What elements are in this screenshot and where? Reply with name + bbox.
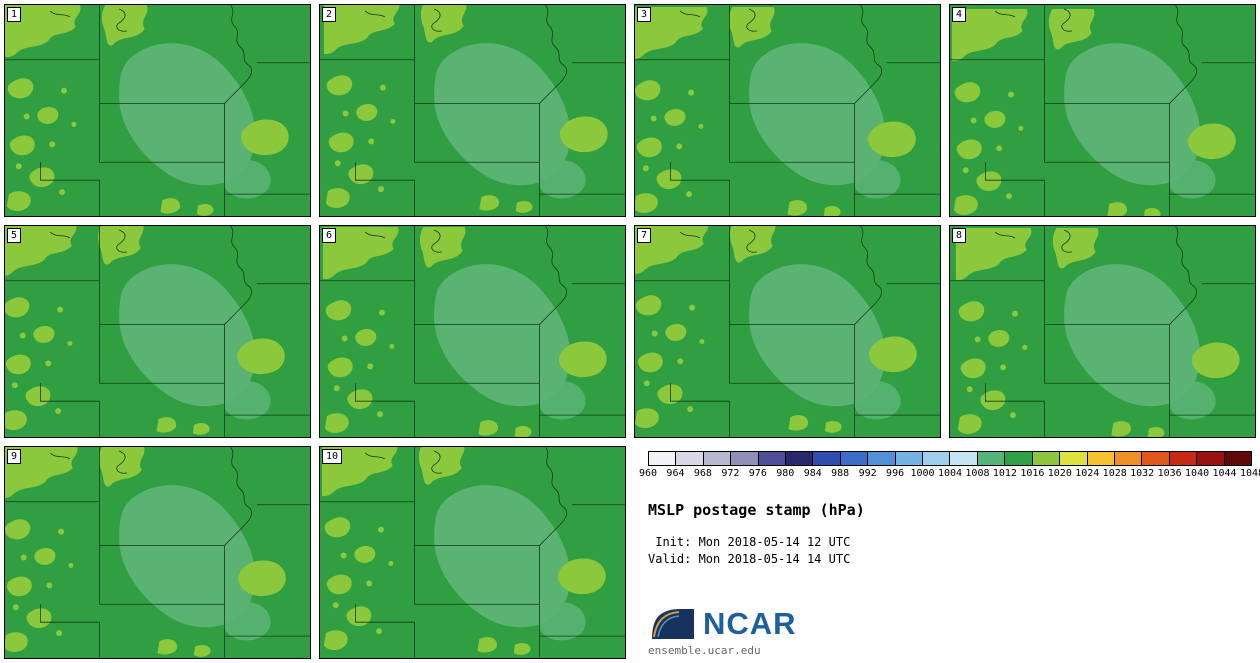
member-number-label: 7 <box>637 228 652 243</box>
colorbar-tick-label: 964 <box>666 468 685 479</box>
colorbar-segment <box>977 452 1006 465</box>
colorbar-tick-label: 1048 <box>1239 468 1260 479</box>
colorbar-segment <box>1224 452 1251 465</box>
member-number-label: 4 <box>952 7 967 22</box>
colorbar-segment <box>1169 452 1198 465</box>
colorbar: 960 964 968 972 976 980 984 988 992 996 1000 1004 10… <box>639 451 1260 481</box>
colorbar-tick-label: 1004 <box>937 468 963 479</box>
colorbar-segment <box>868 452 896 465</box>
colorbar-segment <box>649 452 677 465</box>
colorbar-tick-label: 1008 <box>965 468 990 479</box>
member-number-label: 8 <box>952 228 967 243</box>
colorbar-segment <box>950 452 978 465</box>
colorbar-tick-label: 1012 <box>992 468 1017 479</box>
mslp-map <box>320 447 625 658</box>
valid-time-label: Valid: Mon 2018-05-14 14 UTC <box>648 552 851 566</box>
member-number-label: 1 <box>7 7 22 22</box>
colorbar-segment <box>731 452 759 465</box>
branding-block: NCAR ensemble.ucar.edu <box>648 606 1256 657</box>
colorbar-segment <box>1197 452 1225 465</box>
colorbar-segment <box>923 452 951 465</box>
colorbar-segment <box>676 452 704 465</box>
member-number-label: 5 <box>7 228 22 243</box>
colorbar-tick-label: 988 <box>831 468 850 479</box>
colorbar-segment <box>758 452 787 465</box>
ncar-logo-icon <box>652 609 694 639</box>
site-url-label: ensemble.ucar.edu <box>648 644 761 657</box>
colorbar-segment <box>786 452 814 465</box>
mslp-map <box>5 447 310 658</box>
member-number-label: 6 <box>322 228 337 243</box>
colorbar-tick-label: 1032 <box>1130 468 1155 479</box>
mslp-map <box>5 226 310 437</box>
mslp-map <box>950 226 1255 437</box>
colorbar-tick-label: 1016 <box>1020 468 1045 479</box>
colorbar-tick-label: 1028 <box>1102 468 1127 479</box>
ensemble-member-panel: 4 <box>949 4 1256 217</box>
member-number-label: 2 <box>322 7 337 22</box>
ensemble-member-panel: 2 <box>319 4 626 217</box>
colorbar-tick-label: 972 <box>721 468 740 479</box>
ncar-wordmark: NCAR <box>703 606 797 641</box>
mslp-map <box>320 5 625 216</box>
colorbar-segment <box>1060 452 1088 465</box>
init-time-label: Init: Mon 2018-05-14 12 UTC <box>648 535 851 549</box>
colorbar-tick-label: 992 <box>858 468 877 479</box>
colorbar-segment <box>1032 452 1061 465</box>
mslp-map <box>320 226 625 437</box>
figure-title: MSLP postage stamp (hPa) <box>648 501 865 519</box>
colorbar-segment <box>813 452 841 465</box>
colorbar-tick-label: 1024 <box>1075 468 1100 479</box>
colorbar-segment <box>1005 452 1033 465</box>
colorbar-segment <box>1142 452 1170 465</box>
legend-panel: 960 964 968 972 976 980 984 988 992 996 1000 1004 10… <box>634 446 1260 659</box>
colorbar-tick-label: 1036 <box>1157 468 1182 479</box>
colorbar-tick-label: 1000 <box>910 468 935 479</box>
colorbar-tick-label: 960 <box>638 468 658 479</box>
ensemble-member-panel: 10 <box>319 446 626 659</box>
colorbar-tick-label: 996 <box>886 468 905 479</box>
colorbar-tick-label: 968 <box>693 468 712 479</box>
ensemble-member-panel: 8 <box>949 225 1256 438</box>
colorbar-tick-label: 1020 <box>1047 468 1072 479</box>
colorbar-segment <box>895 452 924 465</box>
colorbar-segment <box>840 452 869 465</box>
colorbar-segment <box>1114 452 1143 465</box>
member-number-label: 10 <box>322 449 343 464</box>
mslp-map <box>950 5 1255 216</box>
colorbar-segment <box>703 452 732 465</box>
member-number-label: 9 <box>7 449 22 464</box>
member-number-label: 3 <box>637 7 652 22</box>
colorbar-tick-label: 980 <box>776 468 795 479</box>
colorbar-segment <box>1087 452 1115 465</box>
ensemble-member-panel: 1 <box>4 4 311 217</box>
mslp-map <box>635 226 940 437</box>
ensemble-member-panel: 7 <box>634 225 941 438</box>
colorbar-segments <box>648 451 1252 466</box>
ensemble-member-panel: 3 <box>634 4 941 217</box>
mslp-map <box>5 5 310 216</box>
colorbar-tick-label: 976 <box>748 468 767 479</box>
mslp-map <box>635 5 940 216</box>
ensemble-member-panel: 6 <box>319 225 626 438</box>
colorbar-tick-label: 1044 <box>1212 468 1237 479</box>
colorbar-ticks: 960 964 968 972 976 980 984 988 992 996 1000 1004 10… <box>639 468 1260 481</box>
ensemble-member-panel: 9 <box>4 446 311 659</box>
ensemble-member-panel: 5 <box>4 225 311 438</box>
colorbar-tick-label: 1040 <box>1185 468 1210 479</box>
colorbar-tick-label: 984 <box>803 468 822 479</box>
